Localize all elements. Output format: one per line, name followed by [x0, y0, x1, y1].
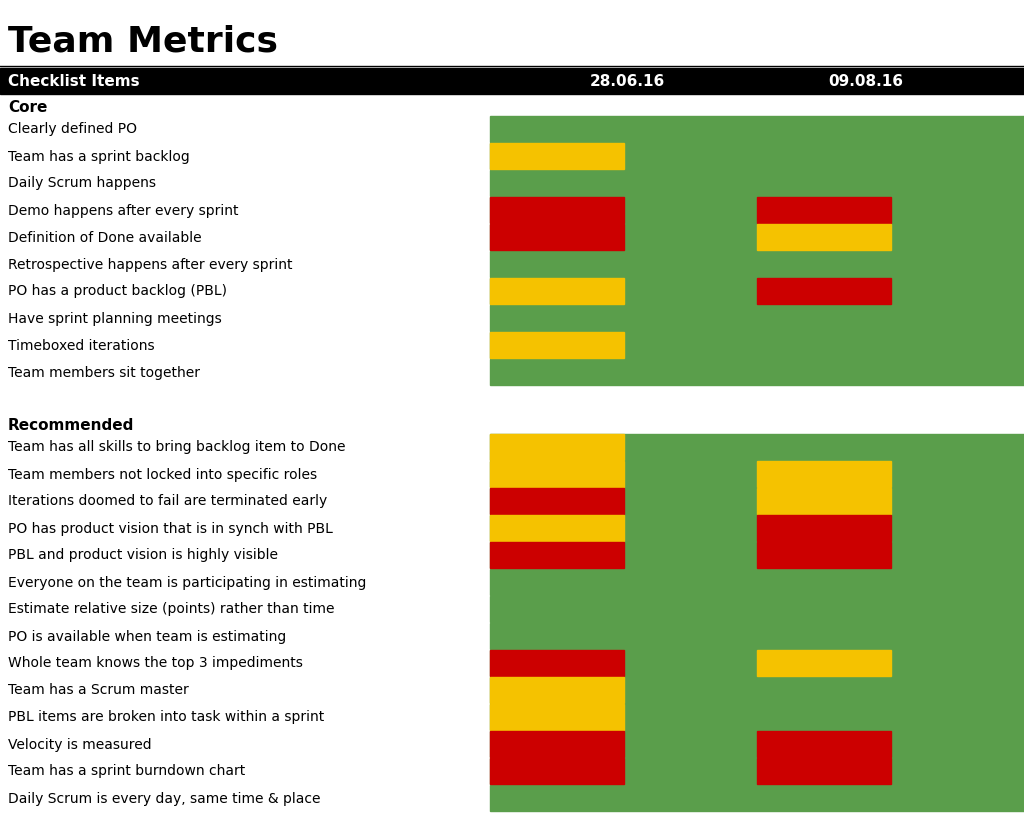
Bar — [490, 143, 1024, 169]
Text: 09.08.16: 09.08.16 — [828, 73, 903, 88]
Text: Iterations doomed to fail are terminated early: Iterations doomed to fail are terminated… — [8, 495, 328, 508]
Bar — [490, 332, 1024, 358]
Text: Everyone on the team is participating in estimating: Everyone on the team is participating in… — [8, 575, 367, 590]
Text: Velocity is measured: Velocity is measured — [8, 738, 152, 752]
Text: Team members sit together: Team members sit together — [8, 365, 200, 380]
Bar — [757, 461, 891, 487]
Bar — [757, 488, 891, 514]
Text: Team has a sprint backlog: Team has a sprint backlog — [8, 150, 189, 164]
Bar — [490, 758, 1024, 784]
Text: Have sprint planning meetings: Have sprint planning meetings — [8, 312, 222, 325]
Bar — [490, 332, 624, 358]
Bar — [490, 488, 624, 514]
Text: PO has product vision that is in synch with PBL: PO has product vision that is in synch w… — [8, 522, 333, 536]
Bar — [490, 224, 1024, 250]
Bar — [757, 731, 891, 757]
Text: Team Metrics: Team Metrics — [8, 24, 278, 58]
Text: PBL and product vision is highly visible: PBL and product vision is highly visible — [8, 549, 278, 563]
Bar — [490, 758, 624, 784]
Bar — [490, 515, 624, 541]
Bar — [757, 224, 891, 250]
Text: Checklist Items: Checklist Items — [8, 73, 139, 88]
Bar — [757, 542, 891, 568]
Bar — [490, 731, 1024, 757]
Bar — [490, 434, 624, 460]
Text: Daily Scrum happens: Daily Scrum happens — [8, 176, 156, 191]
Bar — [490, 785, 1024, 811]
Bar — [490, 677, 1024, 703]
Text: Recommended: Recommended — [8, 418, 134, 433]
Bar — [490, 623, 1024, 649]
Text: Timeboxed iterations: Timeboxed iterations — [8, 339, 155, 353]
Bar — [490, 461, 1024, 487]
Text: Clearly defined PO: Clearly defined PO — [8, 123, 137, 136]
Text: Demo happens after every sprint: Demo happens after every sprint — [8, 203, 239, 218]
Text: Team has all skills to bring backlog item to Done: Team has all skills to bring backlog ite… — [8, 440, 345, 454]
Bar — [490, 650, 1024, 676]
Bar — [757, 278, 891, 304]
Text: PBL items are broken into task within a sprint: PBL items are broken into task within a … — [8, 711, 325, 724]
Bar — [490, 542, 1024, 568]
Text: Definition of Done available: Definition of Done available — [8, 230, 202, 244]
Bar — [490, 224, 624, 250]
Text: Team has a sprint burndown chart: Team has a sprint burndown chart — [8, 764, 246, 779]
Bar — [490, 197, 624, 223]
Bar — [490, 278, 624, 304]
Bar — [0, 68, 1024, 94]
Bar — [757, 758, 891, 784]
Bar — [490, 116, 1024, 142]
Bar — [490, 461, 624, 487]
Bar — [490, 731, 624, 757]
Bar — [490, 143, 624, 169]
Bar — [757, 515, 891, 541]
Bar — [757, 650, 891, 676]
Text: Whole team knows the top 3 impediments: Whole team knows the top 3 impediments — [8, 657, 303, 670]
Bar — [490, 704, 624, 730]
Text: 28.06.16: 28.06.16 — [590, 73, 665, 88]
Bar — [757, 197, 891, 223]
Bar — [490, 515, 1024, 541]
Text: Retrospective happens after every sprint: Retrospective happens after every sprint — [8, 258, 293, 271]
Bar — [490, 305, 1024, 331]
Bar — [490, 251, 1024, 277]
Text: Team members not locked into specific roles: Team members not locked into specific ro… — [8, 468, 317, 481]
Bar — [490, 278, 1024, 304]
Bar — [490, 488, 1024, 514]
Text: PO has a product backlog (PBL): PO has a product backlog (PBL) — [8, 285, 227, 298]
Bar — [490, 542, 624, 568]
Bar — [490, 677, 624, 703]
Bar — [490, 704, 1024, 730]
Text: Team has a Scrum master: Team has a Scrum master — [8, 684, 188, 697]
Text: PO is available when team is estimating: PO is available when team is estimating — [8, 629, 287, 643]
Bar — [490, 197, 1024, 223]
Bar — [490, 569, 1024, 595]
Text: Estimate relative size (points) rather than time: Estimate relative size (points) rather t… — [8, 602, 335, 617]
Bar — [490, 359, 1024, 385]
Bar — [490, 650, 624, 676]
Bar — [490, 170, 1024, 196]
Bar — [490, 434, 1024, 460]
Text: Daily Scrum is every day, same time & place: Daily Scrum is every day, same time & pl… — [8, 791, 321, 806]
Text: Core: Core — [8, 100, 47, 115]
Bar — [490, 596, 1024, 622]
